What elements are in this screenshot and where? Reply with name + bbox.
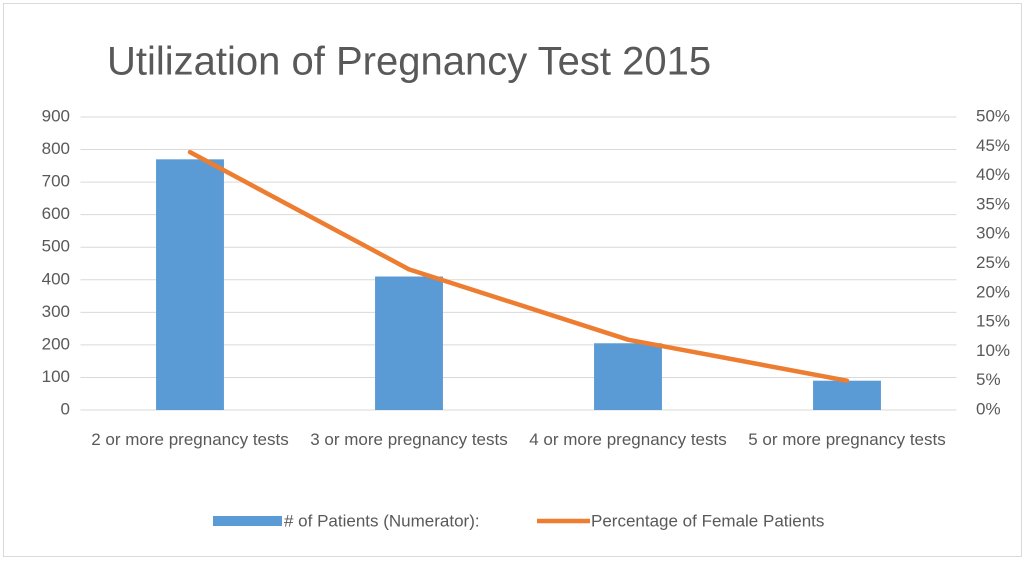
y2-tick-label: 45% <box>976 136 1010 155</box>
line <box>187 149 850 383</box>
y2-tick-label: 30% <box>976 224 1010 243</box>
legend-label: # of Patients (Numerator): <box>284 511 480 530</box>
x-tick-label: 5 or more pregnancy tests <box>748 430 946 449</box>
bar <box>156 159 224 410</box>
y-tick-label: 700 <box>42 172 70 191</box>
y-tick-label: 800 <box>42 139 70 158</box>
bar <box>594 343 662 410</box>
chart-title: Utilization of Pregnancy Test 2015 <box>107 40 711 84</box>
y2-tick-label: 5% <box>976 370 1001 389</box>
y2-tick-label: 50% <box>976 106 1010 125</box>
y-tick-label: 100 <box>42 367 70 386</box>
y-tick-label: 600 <box>42 204 70 223</box>
bar <box>813 380 881 410</box>
legend-label: Percentage of Female Patients <box>591 511 824 530</box>
x-tick-label: 4 or more pregnancy tests <box>529 430 727 449</box>
bar <box>375 276 443 410</box>
y2-tick-label: 15% <box>976 312 1010 331</box>
y-tick-label: 500 <box>42 237 70 256</box>
y2-tick-label: 25% <box>976 253 1010 272</box>
y-tick-label: 400 <box>42 269 70 288</box>
y2-tick-label: 35% <box>976 194 1010 213</box>
x-tick-label: 3 or more pregnancy tests <box>310 430 508 449</box>
y-tick-label: 200 <box>42 334 70 353</box>
y2-tick-label: 0% <box>976 399 1001 418</box>
y-tick-label: 0 <box>61 399 70 418</box>
x-tick-label: 2 or more pregnancy tests <box>91 430 289 449</box>
y-tick-label: 900 <box>42 106 70 125</box>
y2-tick-label: 40% <box>976 165 1010 184</box>
y2-tick-label: 20% <box>976 282 1010 301</box>
legend-swatch <box>213 516 282 526</box>
y2-tick-label: 10% <box>976 341 1010 360</box>
y-tick-label: 300 <box>42 302 70 321</box>
